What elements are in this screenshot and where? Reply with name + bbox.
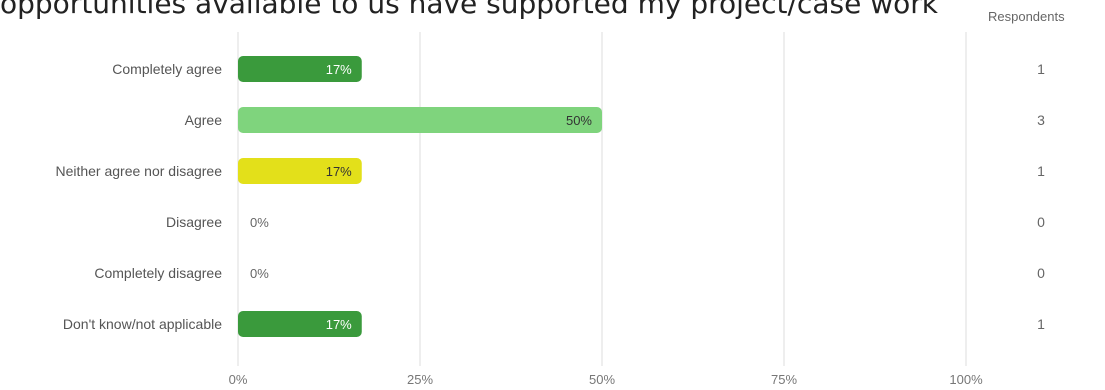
respondent-count: 3 xyxy=(1037,112,1045,128)
x-tick-label: 75% xyxy=(771,372,797,387)
bar-value-label: 50% xyxy=(566,113,592,128)
bar-value-label: 17% xyxy=(326,317,352,332)
respondent-count: 1 xyxy=(1037,163,1045,179)
category-label: Don't know/not applicable xyxy=(63,316,222,332)
respondent-count: 0 xyxy=(1037,265,1045,281)
category-label: Completely agree xyxy=(112,61,222,77)
category-label: Completely disagree xyxy=(94,265,222,281)
bar-value-label: 0% xyxy=(250,266,269,281)
x-tick-label: 50% xyxy=(589,372,615,387)
category-label: Agree xyxy=(185,112,223,128)
respondent-count: 0 xyxy=(1037,214,1045,230)
chart-title: opportunities available to us have suppo… xyxy=(0,0,938,20)
x-tick-label: 100% xyxy=(949,372,983,387)
respondent-count: 1 xyxy=(1037,316,1045,332)
x-tick-label: 25% xyxy=(407,372,433,387)
bar xyxy=(238,158,362,184)
category-label: Neither agree nor disagree xyxy=(55,163,222,179)
bar xyxy=(238,311,362,337)
respondents-header: Respondents xyxy=(988,9,1065,24)
respondent-count: 1 xyxy=(1037,61,1045,77)
bar-value-label: 17% xyxy=(326,164,352,179)
bar-value-label: 0% xyxy=(250,215,269,230)
x-tick-label: 0% xyxy=(229,372,248,387)
bar xyxy=(238,56,362,82)
bar xyxy=(238,107,602,133)
bar-value-label: 17% xyxy=(326,62,352,77)
category-label: Disagree xyxy=(166,214,222,230)
